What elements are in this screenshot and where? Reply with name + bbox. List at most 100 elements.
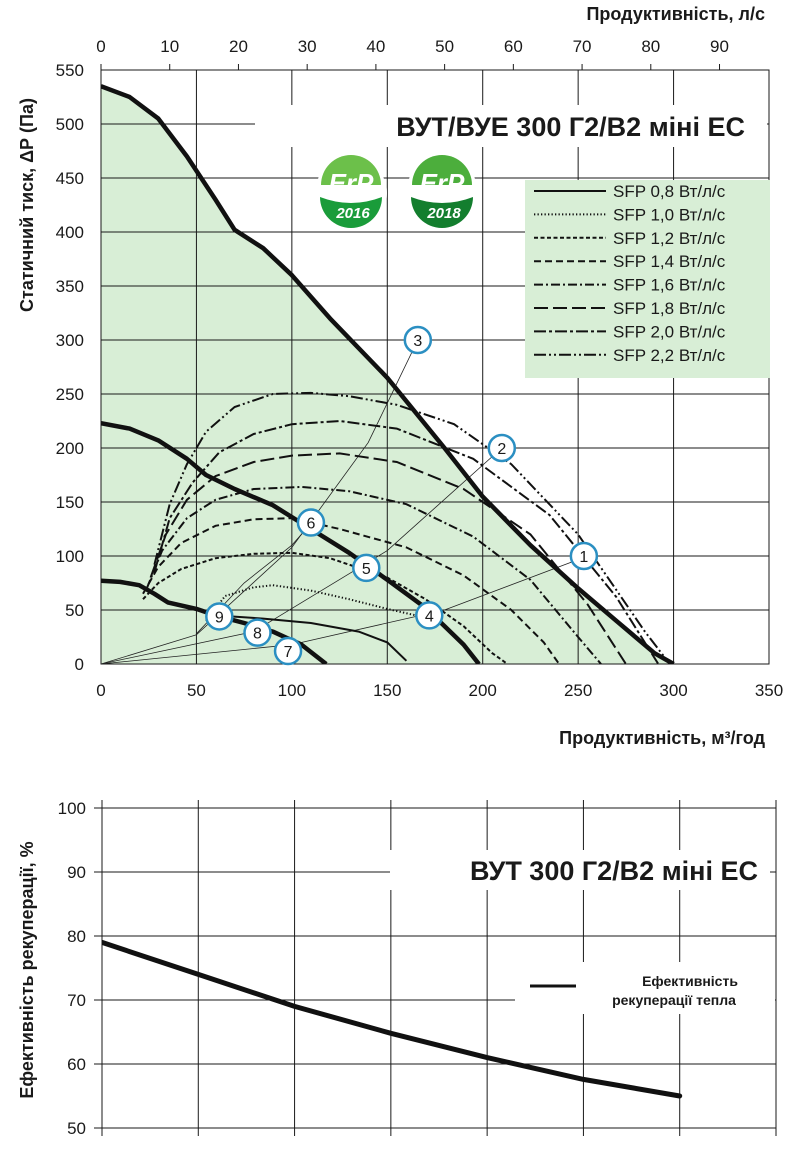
y-tick-label: 350 (56, 277, 84, 296)
x2-axis-title: Продуктивність, л/с (586, 4, 765, 24)
x2-tick-label: 90 (710, 37, 729, 56)
operating-point-marker (403, 325, 433, 355)
operating-point-marker (243, 618, 272, 647)
title-backdrop (255, 105, 767, 147)
operating-point-5: 5 (352, 553, 381, 583)
x-tick-label: 250 (564, 681, 592, 700)
y-tick-label: 400 (56, 223, 84, 242)
legend-backdrop (525, 180, 770, 378)
x2-tick-label: 50 (435, 37, 454, 56)
legend-label: SFP 1,8 Вт/л/с (613, 299, 726, 318)
efficiency-y-tick-label: 50 (67, 1119, 86, 1138)
efficiency-y-tick-labels: 50 60 70 80 90 100 (58, 799, 86, 1138)
efficiency-y-tick-label: 70 (67, 991, 86, 1010)
efficiency-chart-title: ВУТ 300 Г2/В2 міні ЕС (470, 856, 758, 886)
operating-point-label: 1 (579, 549, 588, 566)
efficiency-chart: 50 60 70 80 90 100 Ефективність рекуперації, … (17, 799, 777, 1138)
erp-2018-text: ErP (420, 168, 465, 198)
x-tick-label: 350 (755, 681, 783, 700)
operating-point-marker (569, 541, 599, 571)
x2-tick-label: 30 (298, 37, 317, 56)
x2-tick-label: 70 (573, 37, 592, 56)
x-tick-label: 0 (96, 681, 105, 700)
x2-tick-label: 40 (366, 37, 385, 56)
operating-point-label: 8 (253, 626, 262, 643)
legend-label: SFP 1,2 Вт/л/с (613, 229, 726, 248)
sfp-legend: SFP 0,8 Вт/л/с SFP 1,0 Вт/л/с SFP 1,2 Вт/л… (525, 180, 770, 378)
operating-area-fill (101, 86, 674, 664)
flow-ls-tick-labels: 0 10 20 30 40 50 60 70 80 90 (96, 37, 729, 56)
y-tick-label: 150 (56, 493, 84, 512)
efficiency-legend-line-1: Ефективність (642, 973, 738, 989)
y-tick-label: 200 (56, 439, 84, 458)
efficiency-legend-line-2: рекуперації тепла (612, 992, 736, 1008)
x2-tick-label: 20 (229, 37, 248, 56)
x-axis-title: Продуктивність, м³/год (559, 728, 765, 748)
operating-point-9: 9 (205, 602, 234, 631)
operating-line-3 (101, 339, 419, 664)
operating-point-label: 7 (284, 644, 293, 661)
efficiency-y-tick-label: 60 (67, 1055, 86, 1074)
y-tick-label: 0 (75, 655, 84, 674)
flow-m3h-tick-labels: 0 50 100 150 200 250 300 350 (96, 681, 783, 700)
erp-2016-badge: ErP 2016 (315, 155, 387, 229)
operating-point-8: 8 (243, 618, 272, 647)
operating-point-marker (273, 636, 303, 666)
legend-label: SFP 0,8 Вт/л/с (613, 182, 726, 201)
efficiency-y-tick-label: 100 (58, 799, 86, 818)
legend-label: SFP 1,4 Вт/л/с (613, 252, 726, 271)
operating-point-label: 6 (306, 516, 315, 533)
x2-tick-label: 60 (504, 37, 523, 56)
fan-curve-max (101, 84, 675, 664)
sfp-curve-6 (149, 452, 627, 664)
y-tick-label: 100 (56, 547, 84, 566)
operating-point-4: 4 (415, 601, 444, 630)
x-tick-label: 200 (469, 681, 497, 700)
operating-point-marker (487, 433, 517, 463)
erp-2016-year: 2016 (335, 205, 370, 222)
operating-line-1 (101, 555, 588, 664)
efficiency-legend-backdrop (515, 962, 775, 1014)
y-tick-label: 300 (56, 331, 84, 350)
operating-points: 1 2 3 4 5 6 7 8 9 (205, 325, 599, 666)
operating-point-2: 2 (487, 433, 517, 463)
legend-label: SFP 1,6 Вт/л/с (613, 276, 726, 295)
sfp-curve-8 (153, 391, 671, 664)
erp-2018-year: 2018 (426, 205, 461, 222)
x-tick-label: 50 (187, 681, 206, 700)
sfp-curve-3 (142, 551, 509, 664)
pressure-y-tick-labels: 0 50 100 150 200 250 300 350 400 450 500 550 (56, 61, 84, 674)
y-axis-title: Статичний тиск, ΔР (Па) (17, 98, 37, 312)
y-tick-label: 550 (56, 61, 84, 80)
operating-point-3: 3 (403, 325, 433, 355)
sfp-curve-7 (153, 419, 660, 664)
x-tick-label: 150 (373, 681, 401, 700)
operating-point-label: 4 (425, 608, 434, 625)
operating-point-7: 7 (273, 636, 303, 666)
y-tick-label: 450 (56, 169, 84, 188)
sfp-curve-1 (215, 614, 408, 662)
operating-point-label: 5 (362, 561, 371, 578)
erp-2018-badge: ErP 2018 (406, 155, 478, 229)
x2-tick-label: 80 (641, 37, 660, 56)
operating-point-1: 1 (569, 541, 599, 571)
efficiency-lines (102, 939, 683, 1099)
x-tick-label: 100 (278, 681, 306, 700)
sfp-curve-2 (205, 584, 417, 622)
efficiency-y-axis-title: Ефективність рекуперації, % (17, 841, 37, 1098)
efficiency-title-backdrop (390, 850, 770, 890)
erp-2016-text: ErP (329, 168, 374, 198)
operating-point-label: 9 (215, 609, 224, 626)
operating-point-label: 2 (497, 441, 506, 458)
operating-point-6: 6 (296, 508, 326, 537)
legend-label: SFP 2,0 Вт/л/с (613, 322, 726, 341)
x2-tick-label: 0 (96, 37, 105, 56)
efficiency-y-tick-label: 90 (67, 863, 86, 882)
fan-curve-min (101, 578, 328, 664)
sfp-curve-5 (145, 485, 602, 664)
operating-point-marker (352, 553, 381, 583)
x2-tick-label: 10 (160, 37, 179, 56)
operating-point-marker (205, 602, 234, 631)
